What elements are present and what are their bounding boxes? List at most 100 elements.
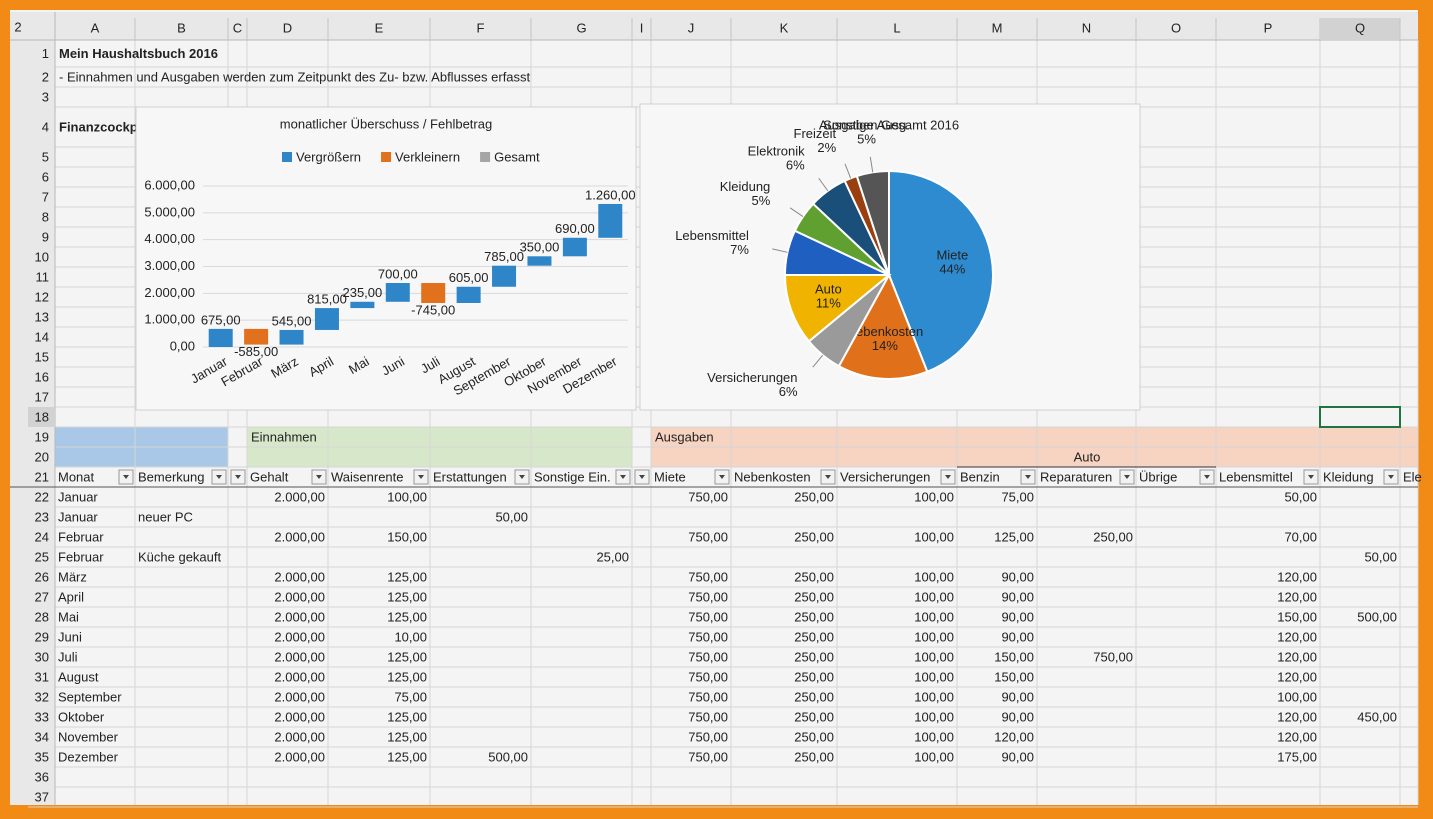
row-number[interactable]: 21 <box>35 469 49 484</box>
row-number[interactable]: 8 <box>42 209 49 224</box>
column-letter[interactable]: M <box>992 20 1003 35</box>
table-cell: 100,00 <box>914 629 954 644</box>
column-header-bg <box>10 12 1418 40</box>
row-number[interactable]: 35 <box>35 749 49 764</box>
pie-percent: 11% <box>816 295 841 310</box>
table-header: Gehalt <box>250 469 289 484</box>
row-number[interactable]: 10 <box>35 249 49 264</box>
table-cell: 150,00 <box>1277 609 1317 624</box>
column-letter[interactable]: D <box>283 20 292 35</box>
row-number[interactable]: 14 <box>35 329 49 344</box>
waterfall-bar <box>492 265 517 287</box>
row-number[interactable]: 37 <box>35 789 49 804</box>
table-cell: 175,00 <box>1277 749 1317 764</box>
filter-arrow <box>1124 475 1130 479</box>
table-cell: 500,00 <box>1357 609 1397 624</box>
selected-cell[interactable] <box>1319 406 1401 428</box>
row-number[interactable]: 31 <box>35 669 49 684</box>
table-cell: 250,00 <box>794 489 834 504</box>
row-number[interactable]: 4 <box>42 119 49 134</box>
row-number[interactable]: 9 <box>42 229 49 244</box>
table-cell: 120,00 <box>1277 569 1317 584</box>
selected-row <box>28 407 55 427</box>
data-label: -745,00 <box>411 302 455 317</box>
column-letter[interactable]: I <box>640 20 644 35</box>
table-cell: 2.000,00 <box>274 529 325 544</box>
row-number[interactable]: 12 <box>35 289 49 304</box>
column-letter[interactable]: K <box>780 20 789 35</box>
pie-slice <box>888 169 994 373</box>
row-number[interactable]: 19 <box>35 429 49 444</box>
row-number[interactable]: 3 <box>42 89 49 104</box>
table-cell: 500,00 <box>488 749 528 764</box>
pie-label: Nebenkosten <box>847 324 924 339</box>
column-letter[interactable]: P <box>1264 20 1273 35</box>
row-number[interactable]: 17 <box>35 389 49 404</box>
column-letter[interactable]: E <box>375 20 384 35</box>
column-letter[interactable]: B <box>177 20 186 35</box>
row-number[interactable]: 24 <box>35 529 49 544</box>
row-number[interactable]: 15 <box>35 349 49 364</box>
table-cell: 250,00 <box>794 649 834 664</box>
row-number[interactable]: 5 <box>42 149 49 164</box>
row-number[interactable]: 29 <box>35 629 49 644</box>
table-cell: 25,00 <box>596 549 629 564</box>
column-letter[interactable]: J <box>688 20 695 35</box>
sheet-subtitle: - Einnahmen und Ausgaben werden zum Zeit… <box>59 69 531 84</box>
row-number[interactable]: 22 <box>35 489 49 504</box>
column-letter[interactable]: L <box>893 20 900 35</box>
table-cell: Mai <box>58 609 79 624</box>
row-number[interactable]: 26 <box>35 569 49 584</box>
row-number[interactable]: 16 <box>35 369 49 384</box>
row-number[interactable]: 13 <box>35 309 49 324</box>
column-letter[interactable]: F <box>477 20 485 35</box>
pie-label: Kleidung <box>720 179 771 194</box>
pie-percent: 5% <box>752 193 771 208</box>
row-number[interactable]: 11 <box>36 269 50 284</box>
table-cell: 50,00 <box>1284 489 1317 504</box>
row-number[interactable]: 18 <box>35 409 49 424</box>
data-label: 785,00 <box>484 249 524 264</box>
table-cell: April <box>58 589 84 604</box>
row-number[interactable]: 30 <box>35 649 49 664</box>
row-number[interactable]: 6 <box>42 169 49 184</box>
legend-label: Gesamt <box>494 149 540 164</box>
column-letter[interactable]: C <box>233 20 242 35</box>
table-cell: 120,00 <box>1277 669 1317 684</box>
filter-arrow <box>1025 475 1031 479</box>
outline-level[interactable]: 2 <box>14 19 21 34</box>
data-label: 675,00 <box>201 312 241 327</box>
legend-swatch <box>381 152 392 162</box>
column-letter[interactable]: N <box>1082 20 1091 35</box>
row-number[interactable]: 7 <box>42 189 49 204</box>
filter-arrow <box>825 475 831 479</box>
legend-label: Vergrößern <box>296 149 361 164</box>
table-cell: 2.000,00 <box>274 689 325 704</box>
table-cell: 150,00 <box>387 529 427 544</box>
table-cell: 90,00 <box>1001 569 1034 584</box>
row-number[interactable]: 34 <box>35 729 49 744</box>
row-number[interactable]: 2 <box>42 69 49 84</box>
table-cell: 750,00 <box>688 629 728 644</box>
column-letter[interactable]: Q <box>1355 20 1365 35</box>
row-number[interactable]: 20 <box>35 449 49 464</box>
table-cell: 120,00 <box>1277 629 1317 644</box>
row-number[interactable]: 33 <box>35 709 49 724</box>
row-number[interactable]: 32 <box>35 689 49 704</box>
table-header: Lebensmittel <box>1219 469 1293 484</box>
table-cell: 125,00 <box>387 569 427 584</box>
table-cell: 120,00 <box>994 729 1034 744</box>
column-letter[interactable]: O <box>1171 20 1181 35</box>
row-number[interactable]: 1 <box>42 46 49 61</box>
row-number[interactable]: 27 <box>35 589 49 604</box>
row-number[interactable]: 28 <box>35 609 49 624</box>
column-letter[interactable]: G <box>576 20 586 35</box>
row-number[interactable]: 36 <box>35 769 49 784</box>
column-letter[interactable]: A <box>91 20 100 35</box>
row-number[interactable]: 23 <box>35 509 49 524</box>
table-cell: 100,00 <box>914 709 954 724</box>
group-expenses: Ausgaben <box>655 429 714 444</box>
table-cell: 100,00 <box>914 649 954 664</box>
row-number[interactable]: 25 <box>35 549 49 564</box>
